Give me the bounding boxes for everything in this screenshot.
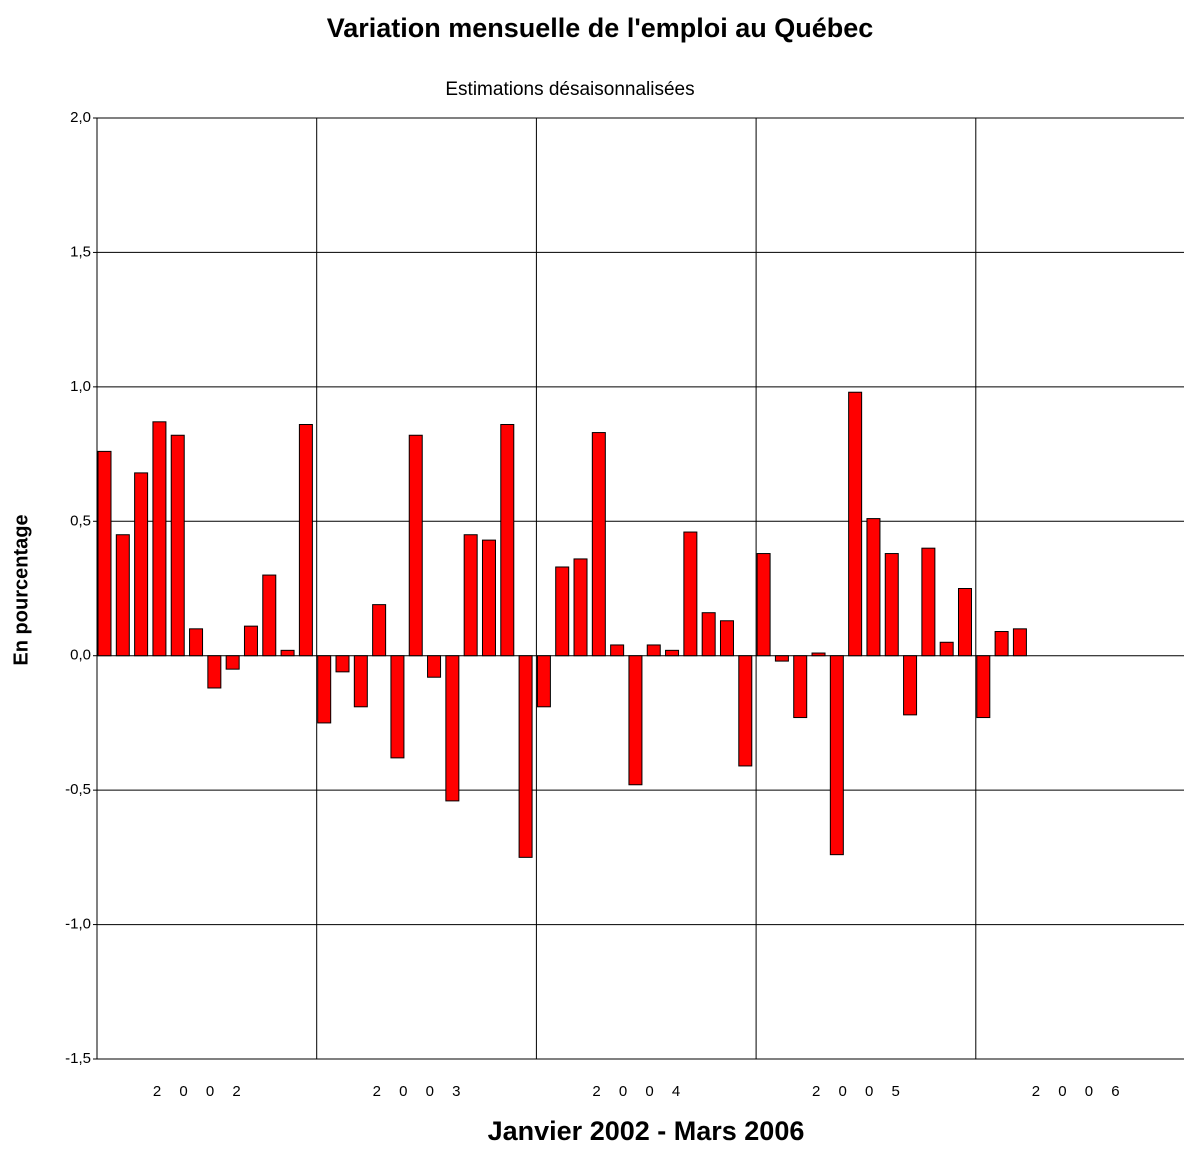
bar — [207, 655, 222, 689]
bar — [225, 655, 240, 670]
x-group-label: 2 0 0 3 — [373, 1083, 461, 1100]
bar — [994, 631, 1009, 657]
bar — [957, 588, 972, 657]
bar — [793, 655, 808, 719]
chart-subtitle: Estimations désaisonnalisées — [445, 79, 694, 100]
bar — [848, 391, 863, 657]
bar — [335, 655, 350, 673]
bar — [481, 539, 496, 657]
bar — [939, 641, 954, 657]
bar — [317, 655, 332, 724]
bar — [390, 655, 405, 759]
bar — [701, 612, 716, 657]
bar — [500, 423, 515, 657]
bar — [976, 655, 991, 719]
bar — [445, 655, 460, 802]
bar — [97, 450, 112, 657]
y-tick-label: 1,0 — [70, 378, 91, 395]
bar — [719, 620, 734, 657]
y-tick-label: 0,0 — [70, 647, 91, 664]
bar — [555, 566, 570, 657]
bar — [774, 655, 789, 662]
y-tick-label: 2,0 — [70, 109, 91, 126]
bar — [628, 655, 643, 786]
bar — [921, 547, 936, 657]
bar — [298, 423, 313, 657]
bar — [262, 574, 277, 657]
chart-title: Variation mensuelle de l'emploi au Québe… — [327, 13, 874, 43]
bar — [811, 652, 826, 657]
y-axis-title: En pourcentage — [10, 514, 32, 665]
bar — [463, 534, 478, 657]
bar — [408, 434, 423, 657]
bar — [152, 421, 167, 657]
x-group-label: 2 0 0 4 — [592, 1083, 680, 1100]
bar — [646, 644, 661, 657]
bar — [829, 655, 844, 856]
y-tick-label: -0,5 — [65, 781, 91, 798]
bar — [170, 434, 185, 657]
bar — [243, 625, 258, 657]
bar — [665, 649, 680, 657]
y-tick-label: 1,5 — [70, 243, 91, 260]
bar — [115, 534, 130, 657]
bar — [884, 553, 899, 657]
x-axis-title: Janvier 2002 - Mars 2006 — [488, 1116, 805, 1146]
x-group-label: 2 0 0 6 — [1032, 1083, 1120, 1100]
bar — [189, 628, 204, 657]
bar — [756, 553, 771, 657]
bar — [427, 655, 442, 678]
bar — [738, 655, 753, 767]
bar — [903, 655, 918, 716]
bar — [573, 558, 588, 657]
bar — [134, 472, 149, 657]
bar — [610, 644, 625, 657]
bar — [1012, 628, 1027, 657]
bar — [536, 655, 551, 708]
bar — [372, 604, 387, 657]
bar — [518, 655, 533, 858]
y-tick-label: -1,5 — [65, 1050, 91, 1067]
bar — [683, 531, 698, 657]
bar — [280, 649, 295, 657]
bar — [591, 432, 606, 657]
y-tick-label: 0,5 — [70, 512, 91, 529]
x-group-label: 2 0 0 5 — [812, 1083, 900, 1100]
x-group-label: 2 0 0 2 — [153, 1083, 241, 1100]
bar — [353, 655, 368, 708]
bar — [866, 518, 881, 657]
y-tick-label: -1,0 — [65, 916, 91, 933]
